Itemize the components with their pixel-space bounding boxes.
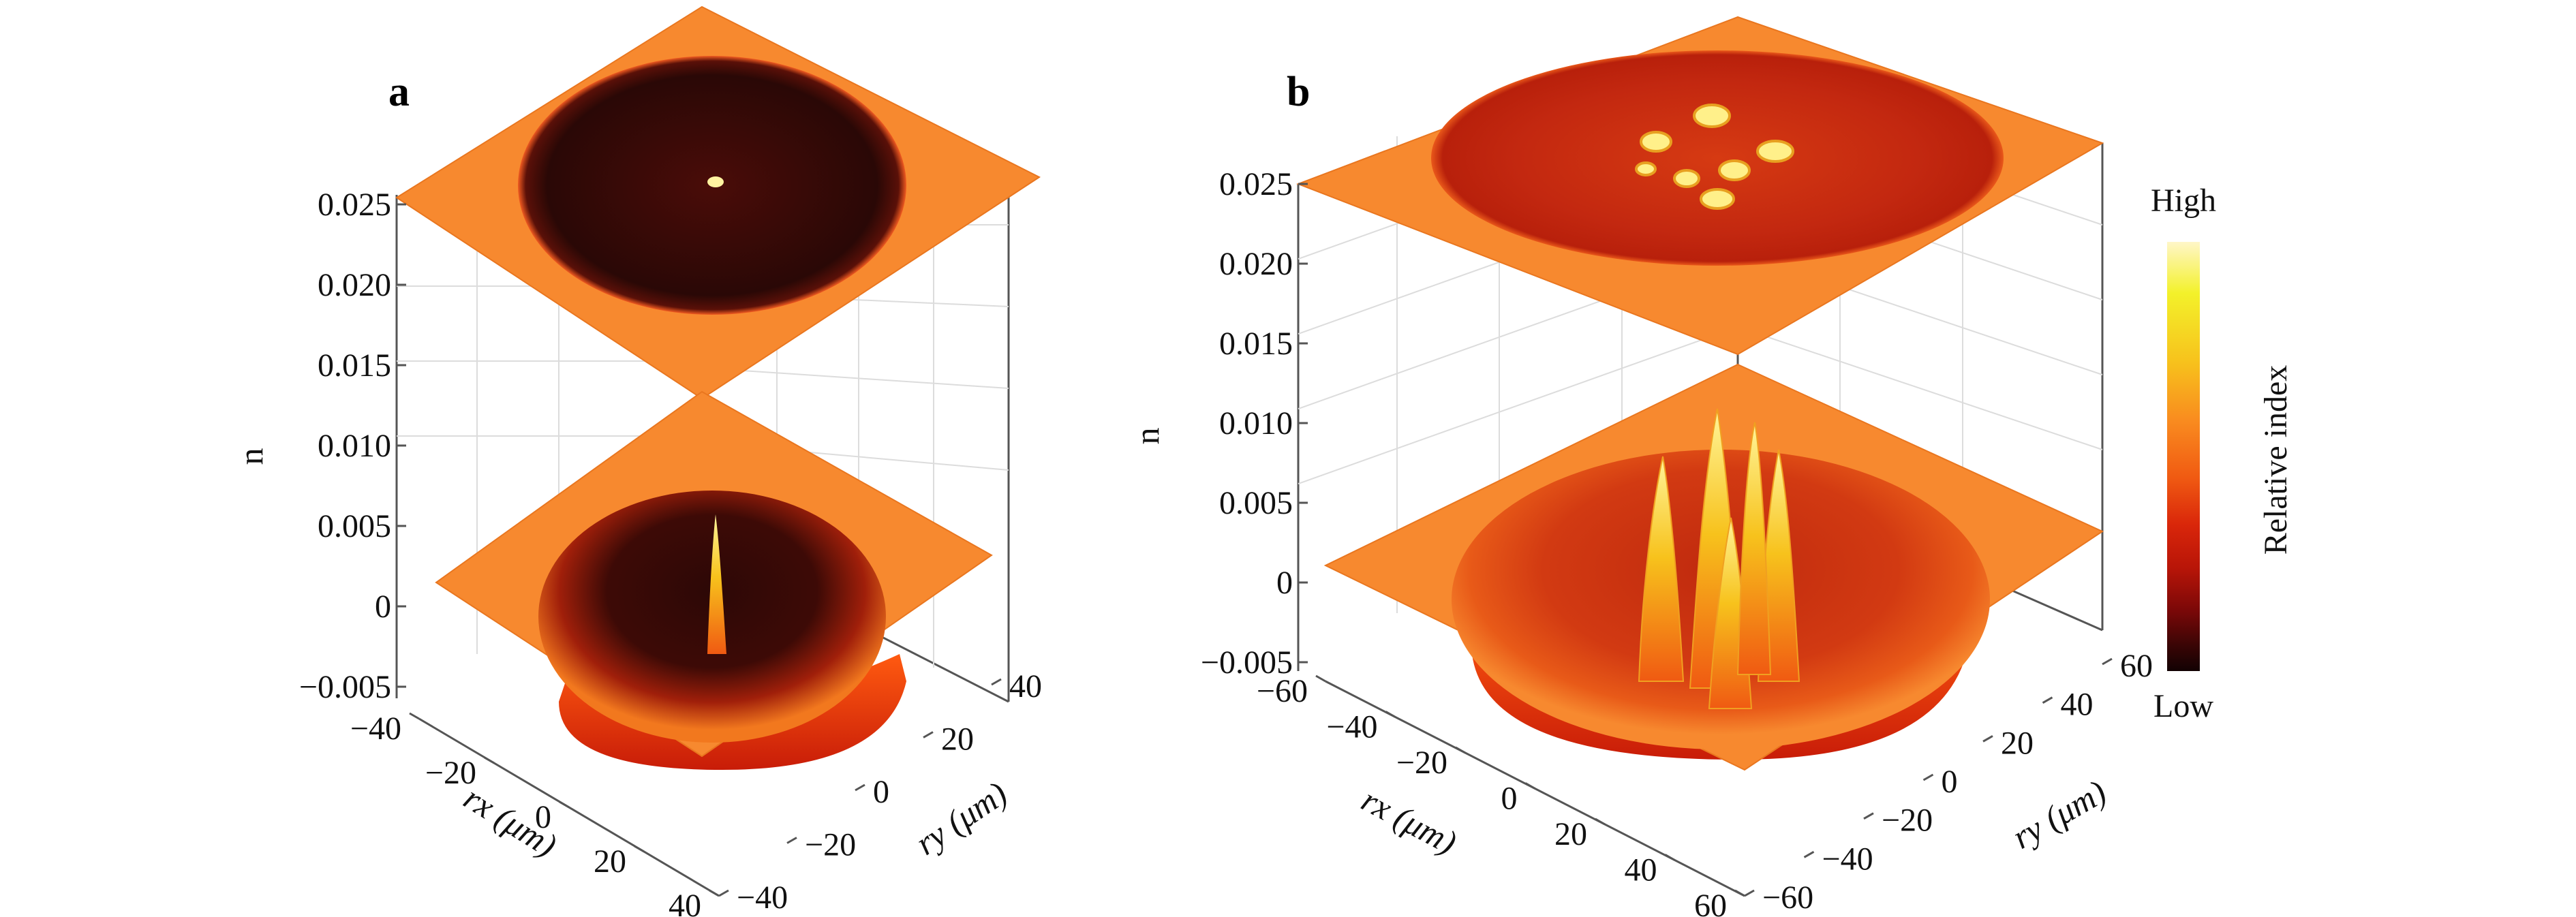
y-axis-label: ry (μm) [2006,773,2113,856]
z-tick-label: 0.015 [318,347,391,384]
x-tick-label: −40 [350,711,401,747]
x-tick-label: 40 [1625,852,1657,888]
axis-box-edge [418,717,720,897]
panel-b-top-disk [1431,50,2004,266]
y-tick-label: 60 [2120,648,2153,684]
x-tick-label: −20 [425,755,476,791]
panel-a: a [232,5,1042,917]
z-tick-label: 0.010 [318,428,391,464]
x-tick-mark [1315,674,1326,683]
z-tick-label: 0 [1276,565,1293,601]
z-tick-label: 0.020 [318,267,391,303]
z-tick-label: 0 [375,589,391,625]
x-tick-label: −40 [1326,709,1377,745]
z-tick-label: 0.025 [318,187,391,223]
z-axis-label: n [1128,428,1166,445]
z-axis-label: n [232,448,270,465]
y-tick-mark [1803,851,1815,858]
y-tick-label: 0 [1942,764,1958,800]
z-tick-label: 0.015 [1219,326,1293,362]
z-tick-label: 0.005 [1219,485,1293,521]
x-tick-mark [409,712,420,720]
panel-a-bottom-plane [435,390,993,770]
panel-b-peaks [1638,408,1800,709]
panel-a-peak [707,514,726,654]
y-tick-mark [855,783,865,792]
x-tick-label: 20 [1554,816,1587,852]
panel-b-top-plane [1296,16,2104,356]
y-axis-label: ry (μm) [908,774,1014,862]
y-tick-label: −60 [1762,880,1813,916]
z-tick-label: −0.005 [299,669,391,705]
panel-b-peak-1 [1638,456,1685,682]
y-tick-mark [991,678,1002,686]
colorbar-high-label: High [2151,183,2216,219]
x-tick-label: 0 [535,799,551,835]
z-tick-label: 0.025 [1219,166,1293,202]
y-tick-label: −20 [1882,803,1933,839]
y-tick-label: −40 [737,880,788,916]
y-tick-mark [2042,696,2053,704]
panel-b-peak-5 [1736,422,1772,675]
z-tick-label: 0.005 [318,508,391,544]
y-tick-mark [786,837,797,844]
x-tick-label: 0 [1501,781,1518,817]
y-tick-label: −40 [1822,841,1873,877]
colorbar-gradient [2167,242,2200,671]
x-tick-label: 40 [669,888,701,917]
y-tick-mark [1744,889,1755,897]
x-tick-label: 20 [594,843,626,880]
colorbar-title: Relative index [2258,365,2294,555]
z-tick-label: 0.010 [1219,405,1293,441]
y-tick-label: 20 [2001,725,2034,761]
panel-a-top-hotspot [707,176,724,187]
y-tick-mark [2102,657,2113,666]
colorbar-low-label: Low [2153,688,2213,724]
x-axis-label: rx (μm) [457,778,564,864]
x-axis-label: rx (μm) [1355,780,1463,861]
x-tick-label: −20 [1396,745,1447,781]
y-tick-mark [923,731,934,739]
z-tick-label: −0.005 [1201,644,1293,681]
panel-a-top-plane [395,5,1041,400]
y-tick-mark [1863,812,1874,820]
panel-b-top-spots [1635,104,1794,210]
panel-b-bottom-plane [1323,363,2104,771]
y-tick-label: 20 [941,721,974,758]
y-tick-mark [1982,735,1993,743]
x-tick-label: −60 [1257,673,1308,709]
y-tick-label: −20 [805,827,856,863]
axis-box-edge [1325,680,1745,897]
panel-b: b [1128,16,2294,917]
y-tick-label: 40 [2061,687,2094,723]
x-tick-label: 60 [1694,888,1727,917]
y-tick-label: 0 [873,774,889,810]
y-tick-mark [718,889,729,897]
panel-a-letter: a [388,69,410,115]
panel-b-letter: b [1287,69,1310,115]
y-tick-mark [1922,773,1934,781]
y-tick-label: 40 [1009,668,1042,704]
colorbar: High Low Relative index [2151,183,2294,724]
z-tick-label: 0.020 [1219,246,1293,282]
